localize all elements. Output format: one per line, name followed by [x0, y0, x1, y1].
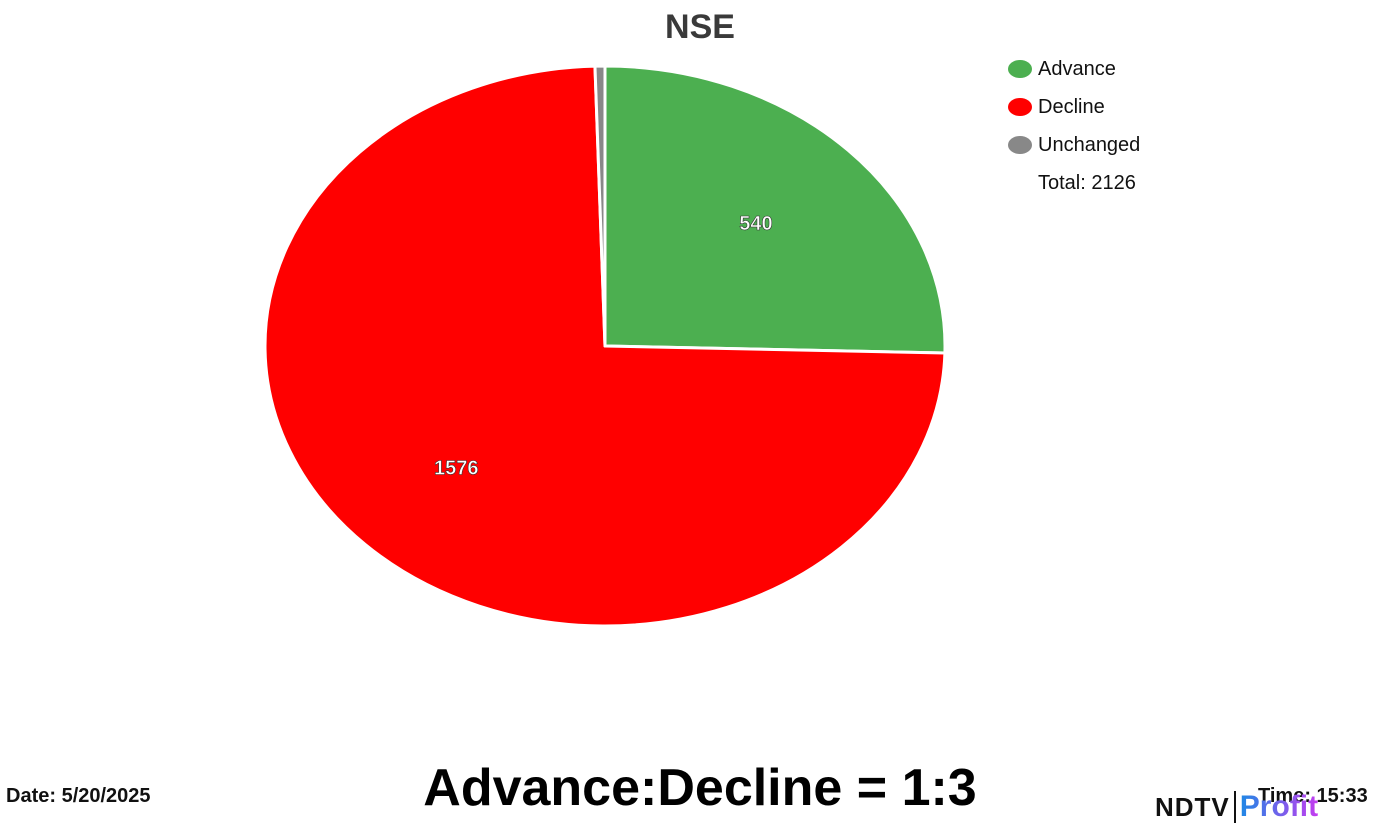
legend-item-unchanged[interactable]: Unchanged [1008, 126, 1140, 164]
legend-swatch-decline [1008, 98, 1032, 116]
legend-swatch-unchanged [1008, 136, 1032, 154]
pie-slice-advance[interactable] [603, 64, 947, 355]
ndtv-profit-logo: NDTV Profit [1155, 790, 1318, 824]
data-label-advance: 540 [739, 213, 772, 235]
logo-profit-text: Profit [1239, 790, 1319, 823]
legend-swatch-advance [1008, 60, 1032, 78]
data-label-decline: 1576 [434, 457, 479, 479]
logo-ndtv-text: NDTV [1155, 791, 1230, 822]
legend-label-unchanged: Unchanged [1038, 133, 1141, 156]
footer-date: Date: 5/20/2025 [6, 785, 151, 807]
legend-item-advance[interactable]: Advance [1008, 50, 1140, 88]
pie-slice-unchanged[interactable] [593, 64, 607, 348]
legend: Advance Decline Unchanged Total: 2126 [1008, 50, 1140, 202]
logo-divider [1233, 791, 1236, 823]
legend-label-advance: Advance [1038, 57, 1116, 80]
advance-decline-ratio: Advance:Decline = 1:3 [423, 759, 977, 817]
legend-total: Total: 2126 [1038, 171, 1136, 194]
legend-label-decline: Decline [1038, 95, 1105, 118]
footer-time: Time: 15:33 [1258, 785, 1368, 807]
legend-item-decline[interactable]: Decline [1008, 88, 1140, 126]
chart-title: NSE [665, 8, 735, 46]
